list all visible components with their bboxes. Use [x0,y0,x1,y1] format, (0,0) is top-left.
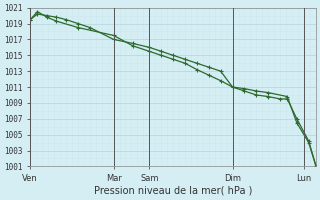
X-axis label: Pression niveau de la mer( hPa ): Pression niveau de la mer( hPa ) [94,186,252,196]
